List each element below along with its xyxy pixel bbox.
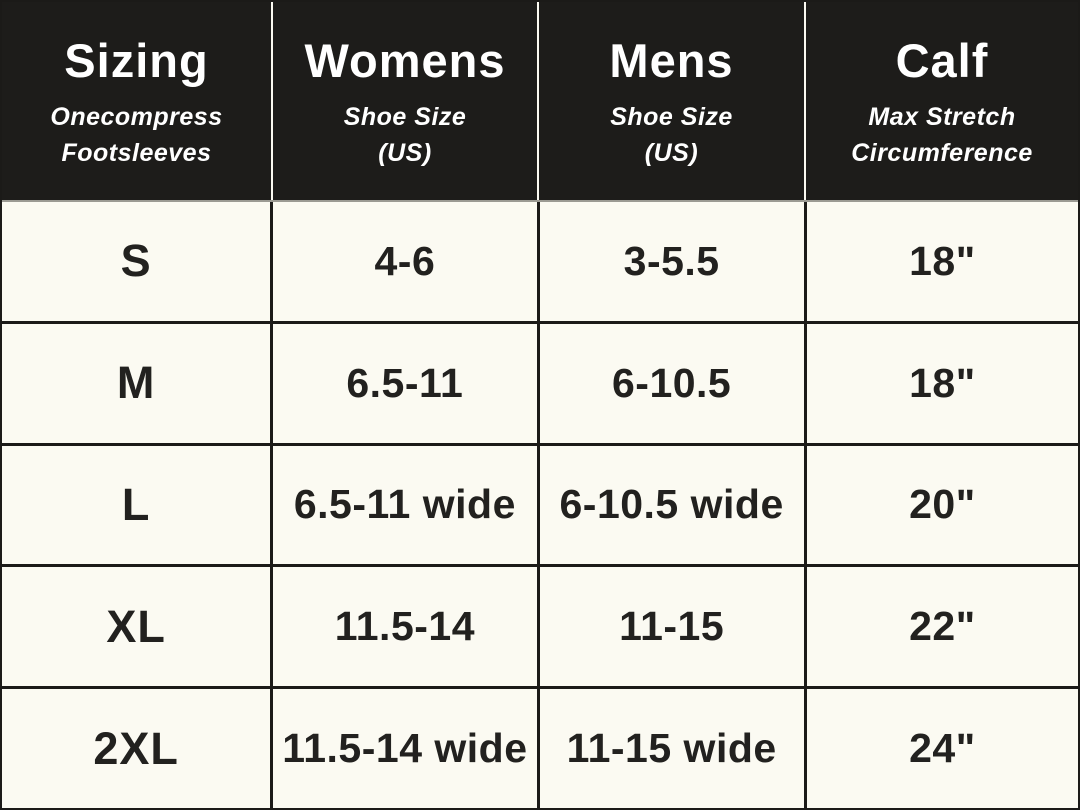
subtitle-line: (US) <box>378 138 432 167</box>
column-subtitle-sizing: Onecompress Footsleeves <box>50 99 222 172</box>
header-cell-womens: Womens Shoe Size (US) <box>273 2 537 200</box>
cell-mens-l: 6-10.5 wide <box>539 445 804 565</box>
cell-mens-xl: 11-15 <box>539 567 804 687</box>
cell-size-s: S <box>2 202 271 321</box>
header-cell-calf: Calf Max Stretch Circumference <box>806 2 1078 200</box>
cell-size-2xl: 2XL <box>2 689 271 808</box>
subtitle-line: Shoe Size <box>610 102 733 131</box>
column-subtitle-mens: Shoe Size (US) <box>610 99 733 172</box>
cell-mens-2xl: 11-15 wide <box>539 689 804 808</box>
cell-calf-xl: 22" <box>806 567 1078 687</box>
subtitle-line: Max Stretch <box>868 102 1016 131</box>
cell-mens-m: 6-10.5 <box>539 323 804 443</box>
cell-size-l: L <box>2 445 271 565</box>
cell-size-m: M <box>2 323 271 443</box>
cell-womens-m: 6.5-11 <box>273 323 537 443</box>
header-cell-sizing: Sizing Onecompress Footsleeves <box>2 2 271 200</box>
subtitle-line: (US) <box>644 138 699 167</box>
subtitle-line: Shoe Size <box>343 102 467 131</box>
cell-calf-s: 18" <box>806 202 1078 321</box>
subtitle-line: Circumference <box>851 138 1033 167</box>
column-subtitle-womens: Shoe Size (US) <box>344 99 467 172</box>
table-body: S 4-6 3-5.5 18" M 6.5-11 6-10.5 18" L 6.… <box>2 202 1078 808</box>
cell-womens-2xl: 11.5-14 wide <box>273 689 537 808</box>
cell-calf-l: 20" <box>806 445 1078 565</box>
subtitle-line: Footsleeves <box>61 138 212 167</box>
column-title-calf: Calf <box>895 33 989 87</box>
cell-womens-s: 4-6 <box>273 202 537 321</box>
cell-womens-l: 6.5-11 wide <box>273 445 537 565</box>
column-subtitle-calf: Max Stretch Circumference <box>851 99 1033 172</box>
subtitle-line: Onecompress <box>50 102 223 131</box>
header-cell-mens: Mens Shoe Size (US) <box>539 2 804 200</box>
column-title-womens: Womens <box>304 33 506 87</box>
table-header: Sizing Onecompress Footsleeves Womens Sh… <box>2 2 1078 202</box>
column-title-mens: Mens <box>609 33 734 87</box>
cell-mens-s: 3-5.5 <box>539 202 804 321</box>
cell-womens-xl: 11.5-14 <box>273 567 537 687</box>
cell-calf-2xl: 24" <box>806 689 1078 808</box>
cell-size-xl: XL <box>2 567 271 687</box>
column-title-sizing: Sizing <box>64 33 209 87</box>
cell-calf-m: 18" <box>806 323 1078 443</box>
